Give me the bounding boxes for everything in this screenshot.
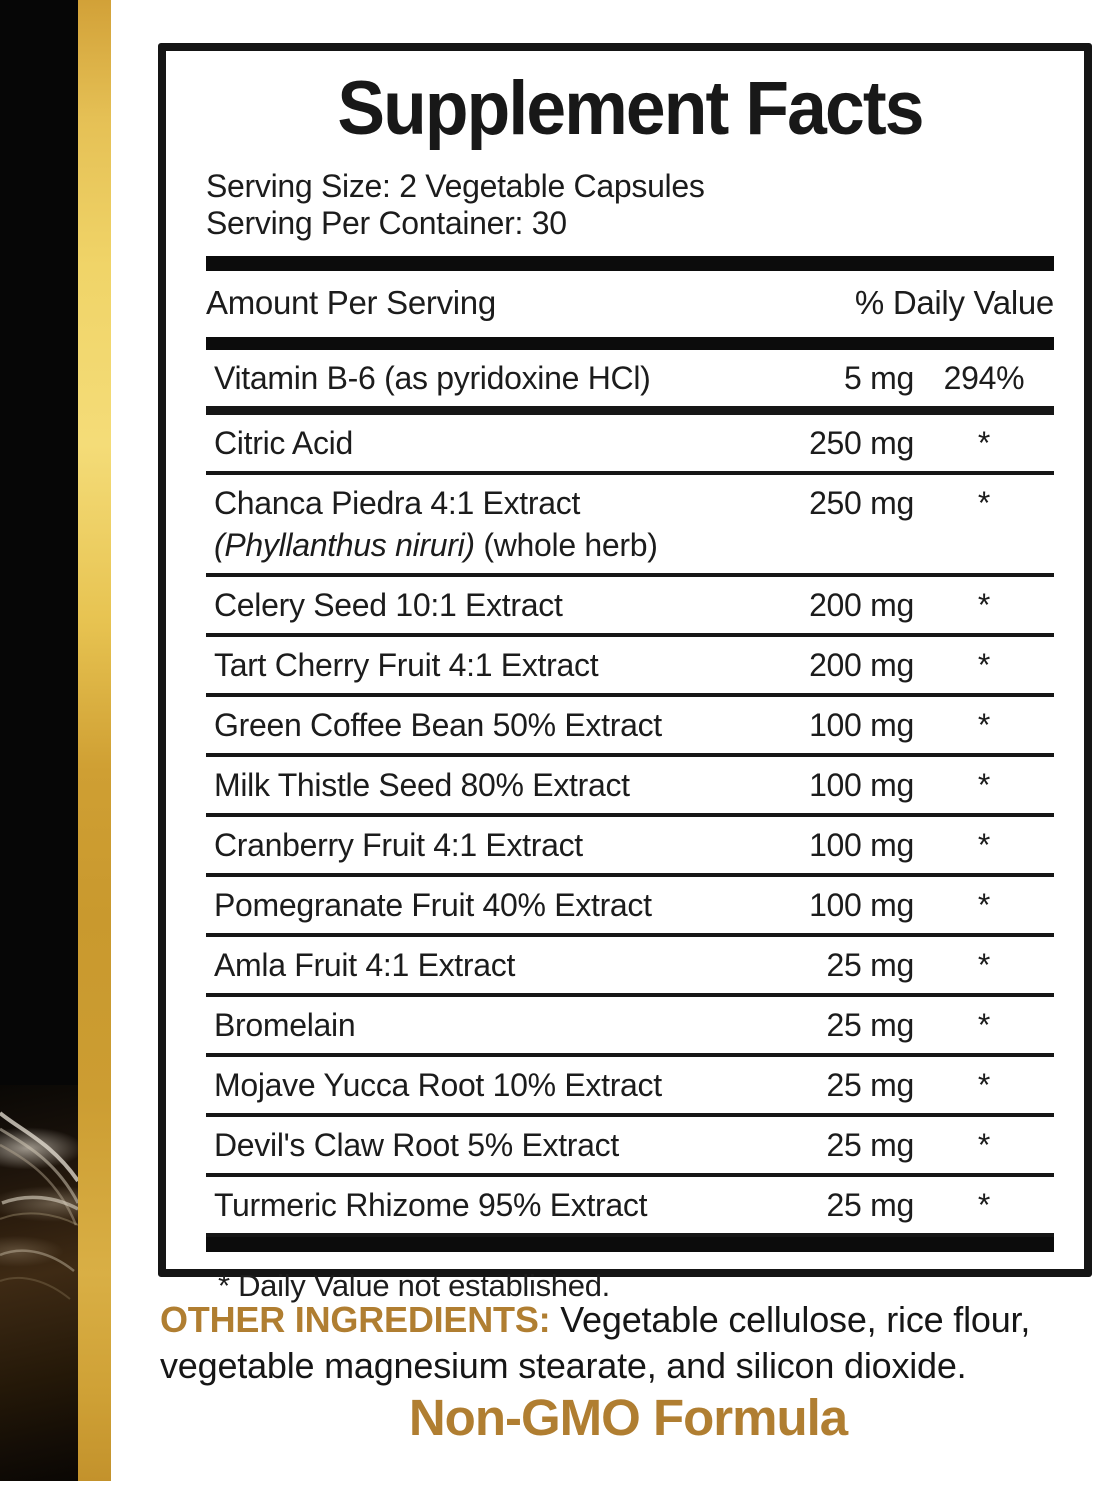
ingredient-name: Celery Seed 10:1 Extract (214, 587, 563, 623)
ingredient-name-wrap: Vitamin B-6 (as pyridoxine HCl) (206, 360, 724, 397)
ingredient-name: Milk Thistle Seed 80% Extract (214, 767, 630, 803)
ingredient-dv: * (977, 587, 991, 623)
dv-footnote: * Daily Value not established. (218, 1268, 610, 1303)
table-row: Green Coffee Bean 50% Extract 100 mg * (206, 697, 1054, 757)
ingredient-name-wrap: Tart Cherry Fruit 4:1 Extract (206, 647, 724, 684)
table-row: Vitamin B-6 (as pyridoxine HCl) 5 mg 294… (206, 350, 1054, 415)
silk-swirl-graphic (0, 1111, 78, 1300)
ingredient-name-wrap: Bromelain (206, 1007, 724, 1044)
servings-per-container: Serving Per Container: 30 (206, 205, 567, 241)
ingredient-amount: 100 mg (809, 767, 914, 803)
ingredient-amount: 25 mg (826, 1067, 915, 1103)
ingredient-dv: 294% (943, 360, 1025, 396)
ingredient-name: Amla Fruit 4:1 Extract (214, 947, 516, 983)
ingredient-name: Bromelain (214, 1007, 356, 1043)
ingredient-dv: * (977, 647, 991, 683)
ingredient-name: Tart Cherry Fruit 4:1 Extract (214, 647, 599, 683)
ingredient-name-wrap: Milk Thistle Seed 80% Extract (206, 767, 724, 804)
ingredient-name: Pomegranate Fruit 40% Extract (214, 887, 652, 923)
ingredient-name: Vitamin B-6 (as pyridoxine HCl) (214, 360, 651, 396)
ingredient-latin-name: (Phyllanthus niruri) (214, 527, 475, 563)
gold-band (78, 0, 111, 1481)
ingredient-name: Devil's Claw Root 5% Extract (214, 1127, 619, 1163)
bottle-artwork (0, 1085, 78, 1481)
other-ingredients-text: Vegetable cellulose, rice flour, vegetab… (160, 1299, 1031, 1386)
ingredient-amount: 250 mg (809, 485, 914, 521)
ingredient-name: Citric Acid (214, 425, 353, 461)
ingredient-dv: * (977, 1127, 991, 1163)
ingredient-amount: 25 mg (826, 1007, 915, 1043)
ingredient-dv: * (977, 707, 991, 743)
ingredient-dv: * (977, 827, 991, 863)
divider-bar-header (206, 337, 1054, 350)
ingredient-name-wrap: Amla Fruit 4:1 Extract (206, 947, 724, 984)
table-row: Chanca Piedra 4:1 Extract (Phyllanthus n… (206, 475, 1054, 577)
table-row: Amla Fruit 4:1 Extract 25 mg * (206, 937, 1054, 997)
ingredient-name-wrap: Celery Seed 10:1 Extract (206, 587, 724, 624)
ingredient-amount: 100 mg (809, 827, 914, 863)
ingredient-dv: * (977, 1067, 991, 1103)
table-row: Citric Acid 250 mg * (206, 415, 1054, 475)
serving-info: Serving Size: 2 Vegetable Capsules Servi… (206, 168, 1054, 242)
ingredient-amount: 250 mg (809, 425, 914, 461)
divider-bar-top (206, 256, 1054, 271)
ingredient-dv: * (977, 1007, 991, 1043)
amount-col-label: Amount Per Serving (206, 284, 496, 321)
dv-col-label: % Daily Value (854, 284, 1054, 321)
column-header: Amount Per Serving % Daily Value (206, 271, 1054, 337)
panel-title: Supplement Facts (337, 66, 924, 151)
ingredient-amount: 100 mg (809, 707, 914, 743)
ingredient-name-wrap: Turmeric Rhizome 95% Extract (206, 1187, 724, 1224)
table-row: Bromelain 25 mg * (206, 997, 1054, 1057)
ingredient-dv: * (977, 947, 991, 983)
table-row: Mojave Yucca Root 10% Extract 25 mg * (206, 1057, 1054, 1117)
serving-size: Serving Size: 2 Vegetable Capsules (206, 168, 705, 204)
other-ingredients-label: OTHER INGREDIENTS: (160, 1299, 551, 1340)
ingredient-name-wrap: Pomegranate Fruit 40% Extract (206, 887, 724, 924)
table-row: Milk Thistle Seed 80% Extract 100 mg * (206, 757, 1054, 817)
ingredient-dv: * (977, 767, 991, 803)
ingredient-dv: * (977, 887, 991, 923)
ingredient-name: Mojave Yucca Root 10% Extract (214, 1067, 662, 1103)
ingredient-amount: 25 mg (826, 1187, 915, 1223)
divider-bar-bottom (206, 1237, 1054, 1252)
ingredient-name-wrap: Mojave Yucca Root 10% Extract (206, 1067, 724, 1104)
ingredient-amount: 100 mg (809, 887, 914, 923)
ingredient-amount: 25 mg (826, 1127, 915, 1163)
ingredient-name-wrap: Citric Acid (206, 425, 724, 462)
table-row: Pomegranate Fruit 40% Extract 100 mg * (206, 877, 1054, 937)
package-side-strip (0, 0, 112, 1481)
ingredient-latin-name: (whole herb) (474, 527, 658, 563)
ingredient-subline: (Phyllanthus niruri) (whole herb) (214, 527, 716, 564)
ingredient-name-wrap: Chanca Piedra 4:1 Extract (Phyllanthus n… (206, 485, 724, 564)
ingredient-name: Chanca Piedra 4:1 Extract (214, 485, 581, 521)
non-gmo-formula: Non-GMO Formula (408, 1389, 848, 1446)
ingredient-amount: 200 mg (809, 587, 914, 623)
ingredient-name: Green Coffee Bean 50% Extract (214, 707, 662, 743)
ingredient-amount: 5 mg (844, 360, 914, 396)
ingredient-name-wrap: Cranberry Fruit 4:1 Extract (206, 827, 724, 864)
table-row: Turmeric Rhizome 95% Extract 25 mg * (206, 1177, 1054, 1237)
ingredient-name-wrap: Green Coffee Bean 50% Extract (206, 707, 724, 744)
ingredient-name: Cranberry Fruit 4:1 Extract (214, 827, 583, 863)
ingredient-dv: * (977, 425, 991, 461)
ingredient-name-wrap: Devil's Claw Root 5% Extract (206, 1127, 724, 1164)
table-row: Celery Seed 10:1 Extract 200 mg * (206, 577, 1054, 637)
ingredient-amount: 25 mg (826, 947, 915, 983)
ingredient-dv: * (977, 485, 991, 521)
table-row: Cranberry Fruit 4:1 Extract 100 mg * (206, 817, 1054, 877)
table-row: Devil's Claw Root 5% Extract 25 mg * (206, 1117, 1054, 1177)
ingredient-rows: Vitamin B-6 (as pyridoxine HCl) 5 mg 294… (206, 350, 1054, 1237)
ingredient-name: Turmeric Rhizome 95% Extract (214, 1187, 648, 1223)
ingredient-amount: 200 mg (809, 647, 914, 683)
supplement-facts-panel: Supplement Facts Serving Size: 2 Vegetab… (158, 43, 1092, 1303)
other-ingredients: OTHER INGREDIENTS: Vegetable cellulose, … (160, 1297, 1098, 1389)
ingredient-dv: * (977, 1187, 991, 1223)
table-row: Tart Cherry Fruit 4:1 Extract 200 mg * (206, 637, 1054, 697)
